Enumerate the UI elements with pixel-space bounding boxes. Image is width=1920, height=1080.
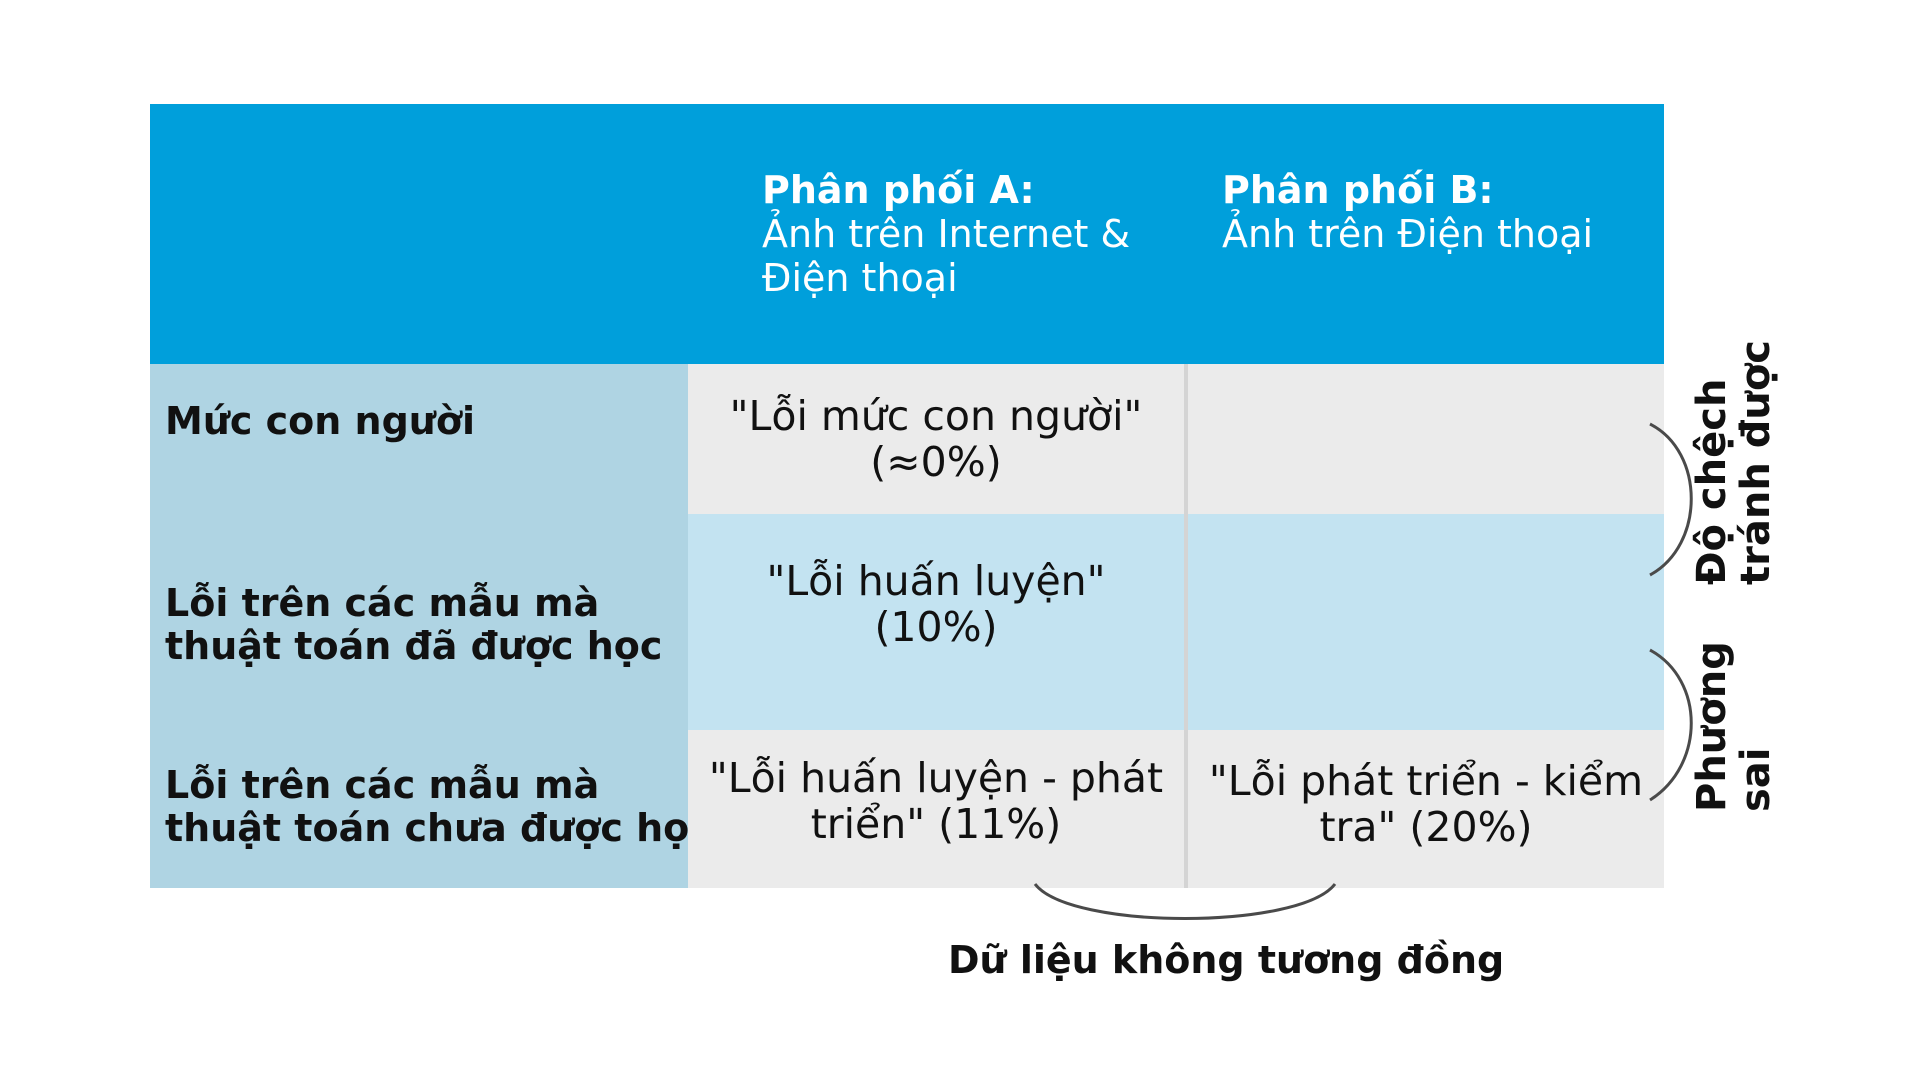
- label-avoidable-bias-line: Độ chệch: [1689, 378, 1735, 585]
- cell-row2-col-b-empty: [1188, 514, 1664, 730]
- cell-line: triển" (11%): [810, 800, 1062, 848]
- brace-variance: [1649, 648, 1693, 802]
- cell-line: (≈0%): [870, 438, 1002, 486]
- cell-line: tra" (20%): [1319, 803, 1533, 851]
- label-data-mismatch: Dữ liệu không tương đồng: [948, 938, 1505, 982]
- row-label-column: [150, 364, 688, 888]
- cell-training-error: "Lỗi huấn luyện" (10%): [688, 514, 1184, 730]
- label-variance-line: sai: [1733, 747, 1779, 812]
- cell-line: "Lỗi phát triển - kiểm: [1208, 757, 1644, 805]
- cell-row1-col-b-empty: [1188, 364, 1664, 514]
- label-avoidable-bias-line: tránh được: [1733, 339, 1779, 585]
- row-label-line: thuật toán đã được học: [165, 624, 663, 668]
- header-col-a-subtitle-2: Điện thoại: [762, 256, 958, 300]
- brace-data-mismatch: [1033, 883, 1337, 920]
- header-col-b-title: Phân phối B:: [1222, 168, 1494, 212]
- label-variance: Phương sai: [1689, 641, 1779, 812]
- header-col-a: Phân phối A: Ảnh trên Internet & Điện th…: [762, 168, 1130, 300]
- row-label-line: thuật toán chưa được học: [165, 806, 712, 850]
- row-label-unseen: Lỗi trên các mẫu mà thuật toán chưa được…: [165, 764, 712, 850]
- header-col-a-title: Phân phối A:: [762, 168, 1035, 212]
- cell-line: (10%): [874, 603, 998, 651]
- row-label-human-level: Mức con người: [165, 400, 475, 443]
- column-divider: [1184, 364, 1188, 888]
- row-label-line: Lỗi trên các mẫu mà: [165, 581, 600, 625]
- cell-line: "Lỗi mức con người": [729, 392, 1143, 440]
- label-variance-line: Phương: [1689, 641, 1735, 812]
- header-col-b: Phân phối B: Ảnh trên Điện thoại: [1222, 168, 1593, 256]
- cell-training-dev-error: "Lỗi huấn luyện - phát triển" (11%): [688, 730, 1184, 888]
- cell-line: "Lỗi huấn luyện - phát: [708, 754, 1164, 802]
- table-header: [150, 104, 1664, 364]
- brace-avoidable-bias: [1649, 422, 1693, 577]
- cell-human-level-error: "Lỗi mức con người" (≈0%): [688, 364, 1184, 514]
- row-label-training-seen: Lỗi trên các mẫu mà thuật toán đã được h…: [165, 582, 662, 668]
- header-col-a-subtitle-1: Ảnh trên Internet &: [762, 212, 1131, 256]
- row-label-line: Lỗi trên các mẫu mà: [165, 763, 600, 807]
- header-col-b-subtitle-1: Ảnh trên Điện thoại: [1222, 212, 1594, 256]
- cell-line: "Lỗi huấn luyện": [766, 557, 1106, 605]
- cell-dev-test-error: "Lỗi phát triển - kiểm tra" (20%): [1188, 730, 1664, 888]
- label-avoidable-bias: Độ chệch tránh được: [1689, 339, 1779, 585]
- row-label-line: Mức con người: [165, 399, 475, 443]
